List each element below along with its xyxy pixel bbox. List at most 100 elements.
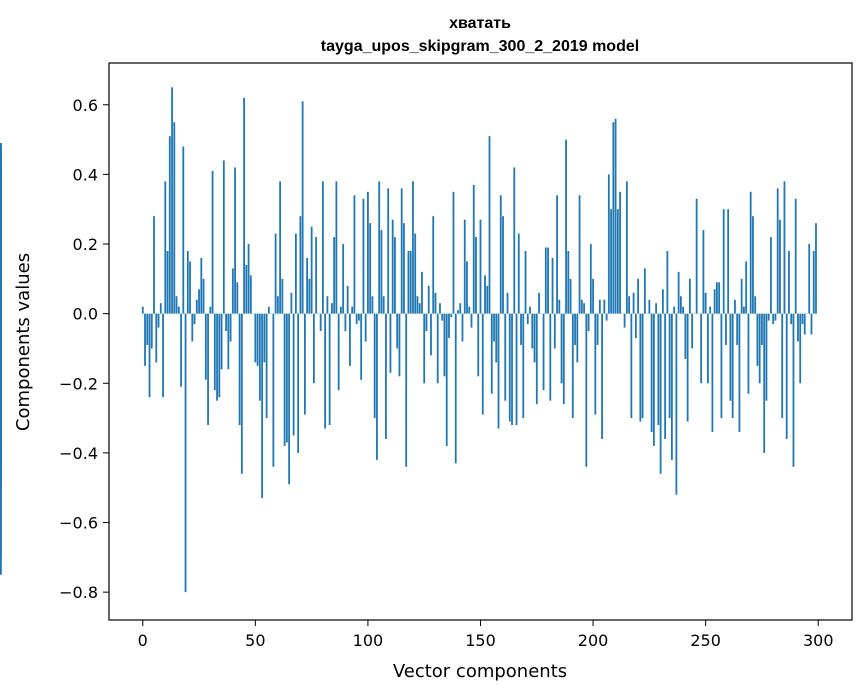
bar (522, 313, 525, 419)
bar (747, 313, 750, 394)
bar (484, 275, 486, 314)
bar (686, 313, 689, 422)
bar (607, 174, 610, 314)
bar (272, 313, 275, 467)
bar (736, 313, 739, 345)
bar (497, 313, 500, 429)
bar (758, 313, 761, 384)
bar (150, 313, 153, 349)
x-tick-label: 200 (578, 631, 609, 650)
bar (574, 313, 576, 345)
bar (738, 313, 741, 433)
bar (589, 244, 592, 314)
bar (285, 313, 288, 443)
bar (675, 313, 678, 495)
bar (569, 278, 572, 314)
x-axis-ticks: 0 50 100 150 200 250 300 (138, 620, 834, 650)
bar (0, 174, 2, 314)
bar (247, 244, 250, 314)
bar (725, 313, 727, 345)
bar (718, 282, 721, 314)
y-tick-label: 0.0 (73, 305, 98, 324)
bar (502, 216, 504, 314)
bar (634, 313, 637, 339)
y-tick-label: −0.6 (59, 514, 98, 533)
bar (382, 296, 385, 314)
bar (794, 198, 797, 314)
bar (155, 313, 158, 363)
bar (189, 261, 191, 314)
bar (788, 250, 790, 314)
bar (666, 250, 669, 314)
bar (220, 313, 223, 370)
bar (326, 296, 329, 314)
bar (364, 313, 367, 342)
bar (731, 313, 734, 419)
bar (641, 313, 644, 419)
bar (299, 216, 302, 314)
bar (702, 230, 705, 314)
bar (231, 268, 234, 314)
bar (472, 184, 475, 314)
bar (443, 313, 446, 377)
bar (628, 296, 631, 314)
bar (711, 313, 714, 433)
bar (468, 306, 471, 314)
bar (630, 313, 633, 419)
bar (450, 313, 453, 318)
bar (556, 195, 558, 314)
bar (529, 306, 531, 314)
bar (583, 303, 585, 314)
bar (779, 219, 781, 314)
bar (535, 313, 538, 405)
bar (707, 313, 709, 384)
bar (727, 209, 730, 314)
bar (531, 313, 534, 349)
bar (421, 271, 423, 314)
bar (171, 87, 173, 314)
bar (371, 296, 374, 314)
bar (315, 237, 318, 314)
bar (330, 303, 333, 314)
bar (238, 313, 241, 426)
bar (454, 313, 457, 464)
bar (682, 306, 685, 314)
bar (425, 313, 428, 332)
bar (490, 313, 493, 394)
bar (236, 282, 239, 314)
bar (387, 188, 390, 314)
bar (353, 195, 356, 314)
bar (488, 136, 491, 314)
bar (677, 271, 680, 314)
bar (409, 250, 412, 314)
bar (265, 313, 268, 419)
bar (652, 313, 655, 446)
bar (504, 313, 507, 401)
bar (283, 313, 286, 446)
bar (148, 313, 151, 398)
bar (434, 292, 437, 314)
bar (378, 181, 381, 314)
bar (414, 233, 417, 314)
bar (290, 292, 293, 314)
bar (303, 313, 306, 415)
bar (691, 313, 694, 349)
bar (623, 313, 626, 328)
bar (801, 313, 804, 325)
bar (144, 313, 146, 366)
bar (146, 313, 149, 345)
bar (549, 313, 552, 401)
bar (218, 313, 221, 398)
bar (585, 313, 588, 467)
bar (803, 313, 806, 335)
bar (166, 250, 169, 314)
bar (157, 313, 160, 328)
bar (335, 181, 338, 314)
bar (515, 313, 518, 426)
bar (650, 313, 653, 433)
bar (587, 313, 590, 332)
y-axis-label: Components values (13, 253, 34, 431)
bar (670, 313, 673, 460)
x-tick-label: 300 (803, 631, 834, 650)
